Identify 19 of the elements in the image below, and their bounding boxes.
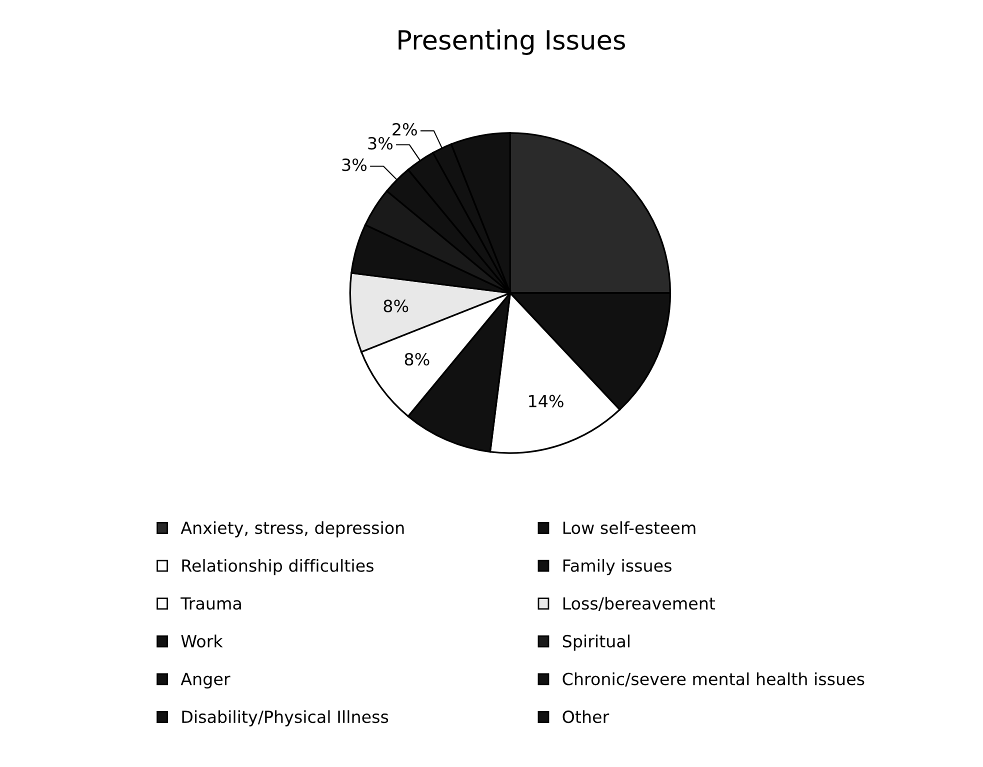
chart-title: Presenting Issues bbox=[398, 29, 625, 55]
legend-label: Anger bbox=[180, 672, 230, 689]
legend-label: Trauma bbox=[180, 597, 241, 610]
legend-label: Anxiety, stress, depression bbox=[180, 521, 404, 538]
legend-label: Spiritual bbox=[562, 634, 630, 651]
legend-label: Loss/bereavement bbox=[563, 596, 716, 612]
legend-label: Other bbox=[562, 710, 610, 724]
data-label: 3% bbox=[342, 158, 367, 172]
data-label: 8% bbox=[384, 300, 408, 312]
legend-label: Family issues bbox=[563, 559, 672, 576]
legend-label: Disability/Physical Illness bbox=[182, 710, 388, 726]
legend-label: Low self-esteem bbox=[563, 521, 696, 534]
legend-label: Chronic/severe mental health issues bbox=[562, 672, 864, 687]
data-label: 14% bbox=[529, 394, 564, 408]
legend-label: Relationship difficulties bbox=[182, 559, 374, 576]
data-label: 3% bbox=[368, 136, 393, 150]
data-label: 2% bbox=[392, 123, 417, 136]
data-label: 8% bbox=[404, 352, 430, 366]
legend-label: Work bbox=[181, 634, 223, 648]
